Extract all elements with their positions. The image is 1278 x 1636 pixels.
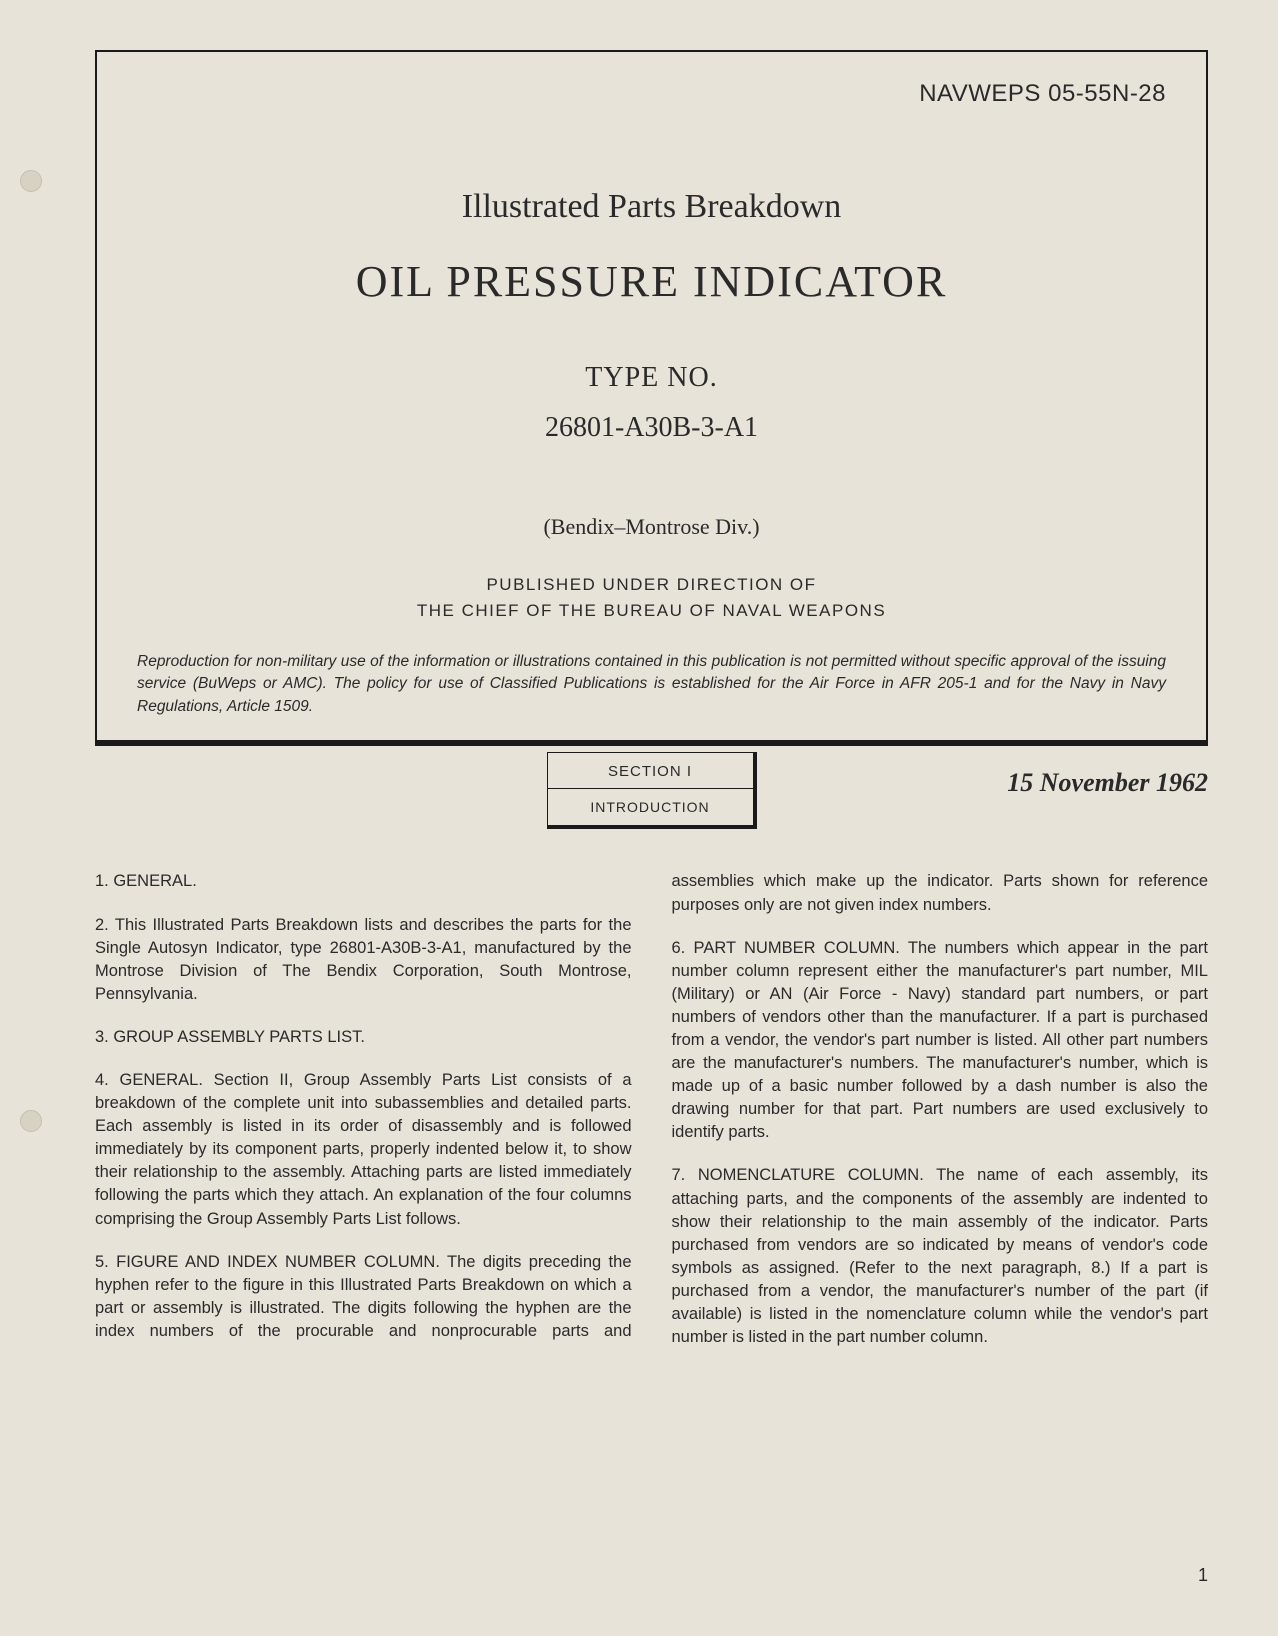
below-title-row: SECTION I INTRODUCTION 15 November 1962 [95,760,1208,850]
paragraph-4: 4. GENERAL. Section II, Group Assembly P… [95,1069,632,1231]
section-title: INTRODUCTION [548,789,753,825]
punch-hole [20,170,42,192]
title-box: NAVWEPS 05-55N-28 Illustrated Parts Brea… [95,50,1208,746]
type-number: 26801-A30B-3-A1 [137,412,1166,444]
type-number-label: TYPE NO. [137,362,1166,394]
body-text: 1. GENERAL. 2. This Illustrated Parts Br… [95,870,1208,1356]
paragraph-3: 3. GROUP ASSEMBLY PARTS LIST. [95,1026,632,1049]
section-label: SECTION I [548,753,753,789]
page-number: 1 [1198,1565,1208,1586]
published-under-line2: THE CHIEF OF THE BUREAU OF NAVAL WEAPONS [137,601,1166,621]
paragraph-2: 2. This Illustrated Parts Breakdown list… [95,914,632,1006]
paragraph-6: 6. PART NUMBER COLUMN. The numbers which… [672,937,1209,1145]
punch-hole [20,1110,42,1132]
paragraph-1: 1. GENERAL. [95,870,632,893]
publication-date: 15 November 1962 [1007,768,1208,798]
subtitle: Illustrated Parts Breakdown [137,188,1166,226]
document-page: NAVWEPS 05-55N-28 Illustrated Parts Brea… [95,50,1208,1596]
section-box: SECTION I INTRODUCTION [547,752,757,829]
document-number: NAVWEPS 05-55N-28 [137,80,1166,108]
reproduction-disclaimer: Reproduction for non-military use of the… [137,651,1166,718]
manufacturer: (Bendix–Montrose Div.) [137,514,1166,540]
main-title: OIL PRESSURE INDICATOR [137,256,1166,307]
paragraph-7: 7. NOMENCLATURE COLUMN. The name of each… [672,1164,1209,1349]
published-under-line1: PUBLISHED UNDER DIRECTION OF [137,575,1166,595]
